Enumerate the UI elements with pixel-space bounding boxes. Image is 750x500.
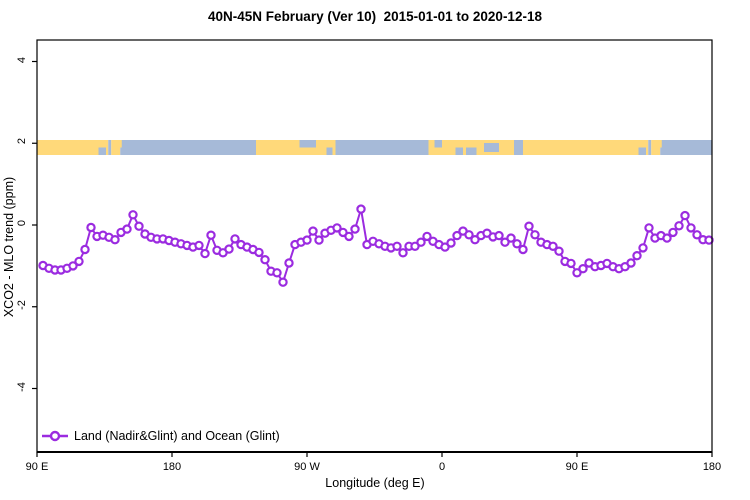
- series-marker: [470, 234, 480, 245]
- series-marker: [464, 230, 474, 240]
- series-marker: [674, 221, 684, 231]
- series-marker: [206, 230, 216, 240]
- series-marker: [662, 233, 672, 243]
- series-marker: [518, 244, 528, 255]
- y-tick-label: 2: [16, 138, 28, 145]
- series-marker: [230, 234, 240, 244]
- series-marker: [302, 235, 312, 245]
- x-tick-label: 90 E: [25, 461, 49, 473]
- series-marker: [422, 231, 432, 242]
- map-strip-patch-ocean: [638, 147, 646, 155]
- series-marker: [122, 224, 132, 234]
- series-marker: [644, 223, 654, 233]
- map-strip-segment-ocean: [108, 140, 112, 155]
- series-marker: [392, 241, 402, 251]
- series-marker: [272, 268, 282, 278]
- series-marker: [194, 240, 204, 251]
- y-tick-label: -4: [16, 381, 28, 392]
- series-marker: [668, 227, 678, 238]
- series-marker: [110, 234, 120, 245]
- legend-marker-sample: [49, 430, 61, 442]
- series-marker: [260, 255, 270, 265]
- series-marker: [548, 241, 558, 251]
- map-strip-patch-ocean: [326, 147, 333, 155]
- map-strip-patch-ocean: [299, 140, 316, 148]
- map-strip-patch-ocean: [455, 147, 463, 155]
- y-tick-label: -2: [16, 299, 28, 310]
- series-marker: [506, 233, 516, 243]
- series-marker: [308, 226, 318, 236]
- map-strip-segment-ocean: [335, 140, 429, 155]
- map-strip-segment-ocean: [120, 140, 256, 155]
- map-strip-segment-ocean: [648, 140, 652, 155]
- series-marker: [632, 250, 642, 261]
- series-marker: [80, 244, 90, 255]
- map-strip-patch-ocean: [434, 140, 442, 148]
- series-marker: [314, 235, 324, 245]
- series-marker: [524, 221, 534, 231]
- series-marker: [686, 223, 696, 233]
- map-strip-segment-land: [651, 140, 661, 155]
- series-marker: [284, 258, 294, 268]
- series-marker: [128, 210, 138, 220]
- x-tick-label: 180: [162, 461, 182, 473]
- series-marker: [704, 235, 714, 245]
- series-marker: [512, 239, 522, 249]
- x-tick-label: 180: [702, 461, 722, 473]
- x-tick-label: 90 W: [294, 461, 320, 473]
- map-strip-segment-land: [523, 140, 649, 155]
- map-strip-segment-ocean: [514, 140, 523, 155]
- series-marker: [398, 248, 408, 258]
- x-tick-label: 90 E: [565, 461, 589, 473]
- series-marker: [566, 258, 576, 269]
- map-strip-patch-ocean: [98, 147, 106, 155]
- series-marker: [278, 277, 288, 287]
- y-axis-label: XCO2 - MLO trend (ppm): [2, 176, 16, 318]
- series-marker: [530, 230, 540, 240]
- series-marker: [254, 247, 264, 258]
- chart-title: 40N-45N February (Ver 10) 2015-01-01 to …: [208, 9, 542, 24]
- y-tick-label: 0: [16, 219, 28, 227]
- series-marker: [68, 261, 78, 271]
- series-marker: [200, 248, 210, 259]
- series-marker: [416, 237, 426, 247]
- map-strip-patch-ocean: [484, 143, 499, 152]
- series-marker: [446, 238, 456, 248]
- map-strip-segment-ocean: [660, 140, 712, 155]
- x-tick-label: 0: [438, 461, 446, 473]
- series-marker: [572, 268, 582, 278]
- series-marker: [440, 242, 450, 252]
- map-strip-patch-land: [658, 140, 662, 148]
- map-strip-patch-ocean: [466, 147, 477, 155]
- series-marker: [350, 224, 360, 234]
- series-marker: [692, 230, 702, 240]
- series-marker: [494, 230, 504, 241]
- map-strip-segment-land: [111, 140, 121, 155]
- y-tick-label: 4: [16, 56, 28, 63]
- series-marker: [74, 256, 84, 267]
- series-marker: [86, 222, 96, 233]
- series-marker: [554, 246, 564, 256]
- series-marker: [452, 230, 462, 241]
- map-strip-patch-land: [118, 140, 122, 148]
- series-marker: [410, 241, 420, 251]
- plot-box: [36, 39, 713, 453]
- map-strip-segment-land: [37, 140, 109, 155]
- x-axis-label: Longitude (deg E): [325, 476, 425, 490]
- series-marker: [332, 223, 342, 233]
- legend-entry-label: Land (Nadir&Glint) and Ocean (Glint): [74, 429, 280, 443]
- map-strip-segment-land: [256, 140, 336, 155]
- series-marker: [626, 258, 636, 268]
- series-marker: [500, 237, 510, 247]
- series-marker: [578, 264, 588, 274]
- series-marker: [680, 210, 690, 221]
- series-marker: [356, 204, 366, 214]
- series-marker: [344, 231, 354, 242]
- series-marker: [224, 244, 234, 254]
- series-marker: [638, 243, 648, 253]
- series-marker: [134, 221, 144, 231]
